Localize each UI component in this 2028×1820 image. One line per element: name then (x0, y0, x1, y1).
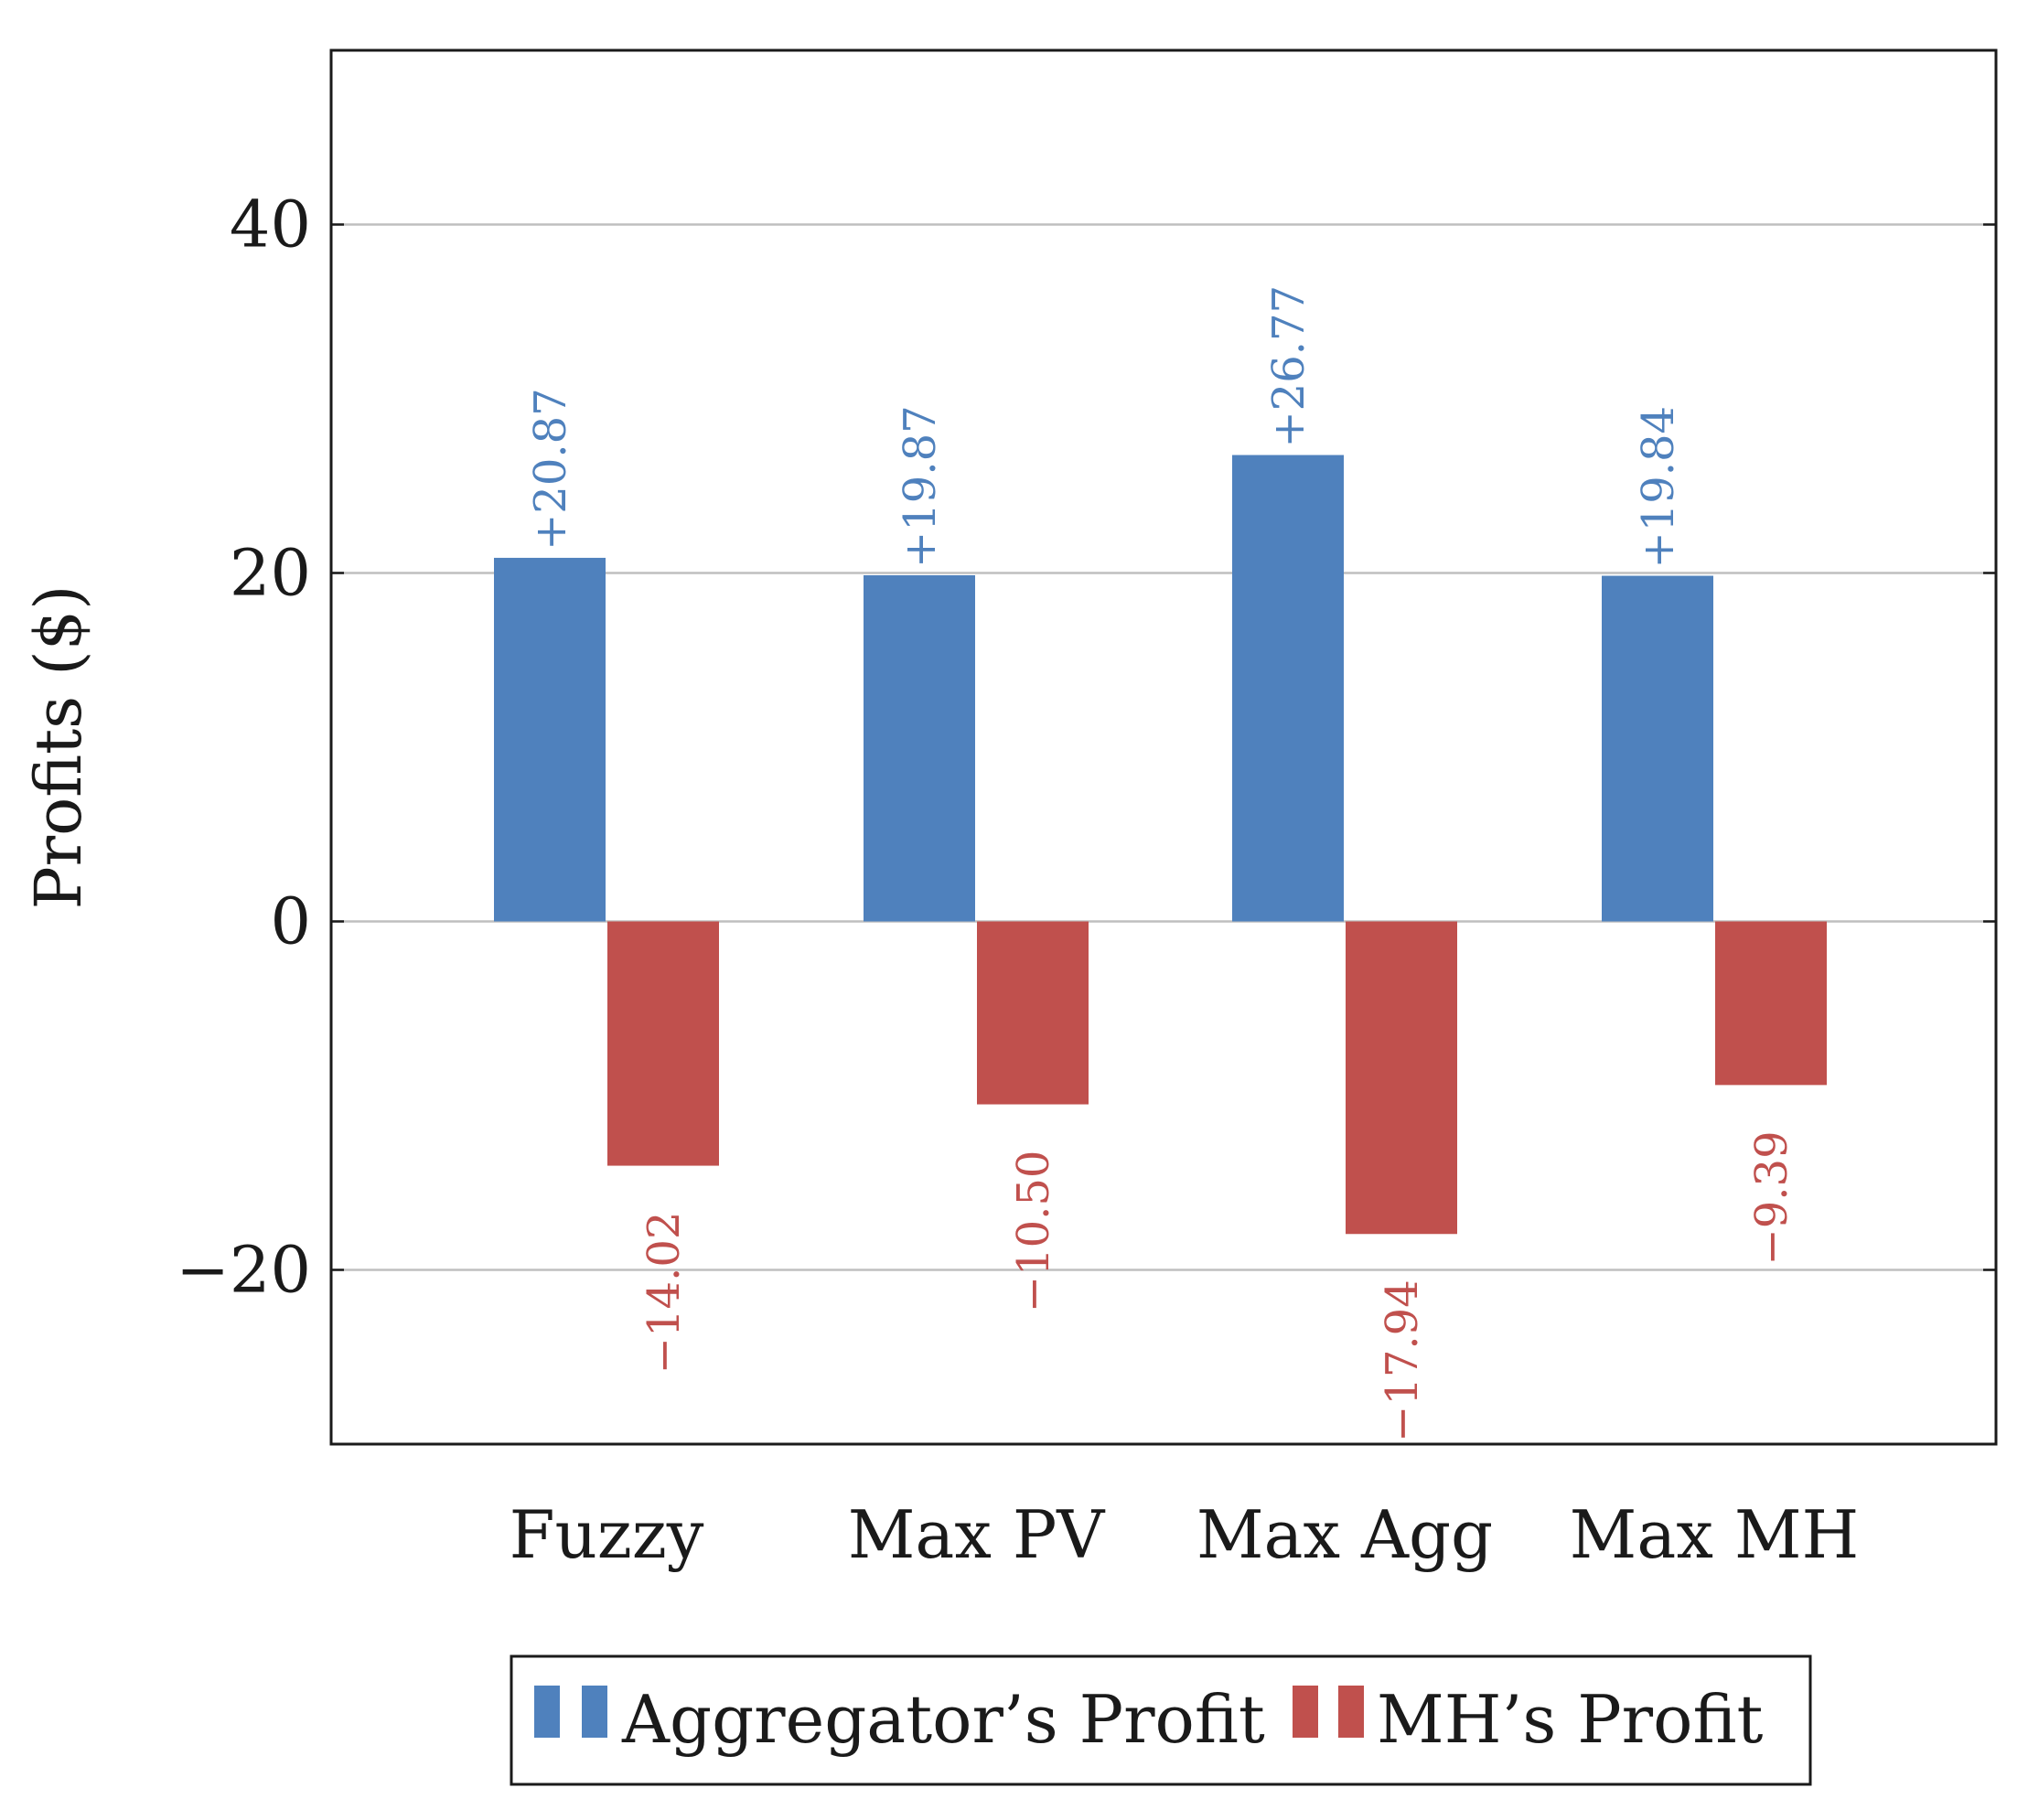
legend: Aggregator’s Profit MH’s Profit (510, 1654, 1812, 1786)
plot-frame (329, 48, 1998, 1446)
bar-aggregator (1602, 575, 1713, 922)
data-labels: +20.87 −14.02 +19.87 −10.50 +26.77 −17.94 +19.… (525, 285, 1797, 1442)
data-label: −9.39 (1746, 1130, 1797, 1265)
legend-swatch-mh-a (1293, 1686, 1318, 1738)
legend-label-mh: MH’s Profit (1377, 1681, 1763, 1758)
y-tick-label: 40 (230, 187, 311, 262)
data-label: +19.84 (1633, 406, 1684, 569)
bar-mh (1346, 921, 1457, 1235)
x-category-label: Max Agg (1196, 1496, 1493, 1573)
x-category-label: Max MH (1570, 1496, 1860, 1573)
data-label: −10.50 (1008, 1151, 1059, 1313)
x-category-label: Max PV (848, 1496, 1107, 1573)
bar-aggregator (494, 557, 606, 922)
bar-mh (1715, 921, 1827, 1086)
bar-mh (607, 921, 719, 1166)
data-label: −17.94 (1377, 1279, 1428, 1442)
bar-mh (977, 921, 1089, 1105)
y-tick-label: 20 (230, 536, 311, 611)
data-label: +19.87 (895, 405, 946, 568)
bars (494, 455, 1827, 1235)
bar-aggregator (1232, 455, 1344, 922)
legend-swatch-aggregator-b (582, 1686, 607, 1738)
y-axis-ticks: −20 0 20 40 (176, 187, 1996, 1308)
legend-label-aggregator: Aggregator’s Profit (621, 1681, 1265, 1758)
legend-frame (510, 1654, 1812, 1786)
bar-aggregator (864, 574, 975, 922)
y-tick-label: 0 (270, 884, 311, 959)
data-label: +26.77 (1263, 285, 1314, 448)
x-category-label: Fuzzy (510, 1496, 704, 1573)
legend-swatch-mh-b (1338, 1686, 1364, 1738)
legend-swatch-aggregator-a (534, 1686, 560, 1738)
data-label: −14.02 (638, 1212, 690, 1375)
x-axis-categories: Fuzzy Max PV Max Agg Max MH (510, 1496, 1860, 1573)
y-axis-title: Profits ($) (21, 585, 96, 910)
data-label: +20.87 (525, 388, 576, 551)
y-tick-label: −20 (176, 1233, 311, 1308)
